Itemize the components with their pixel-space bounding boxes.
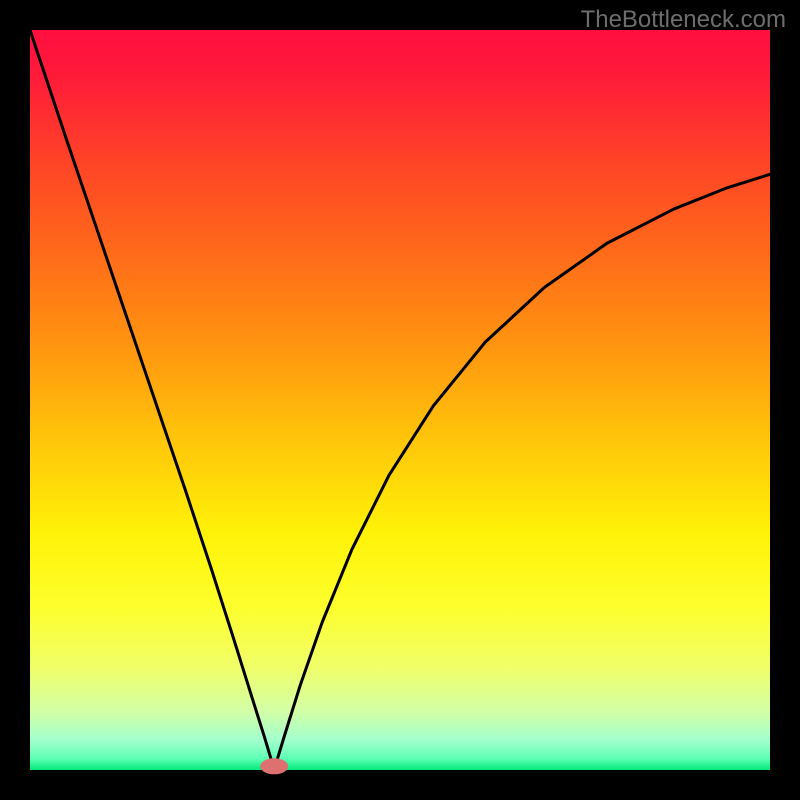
- watermark-text: TheBottleneck.com: [581, 6, 786, 34]
- chart-container: TheBottleneck.com: [0, 0, 800, 800]
- plot-area: [30, 30, 770, 770]
- optimum-marker: [260, 758, 288, 774]
- bottleneck-chart: [0, 0, 800, 800]
